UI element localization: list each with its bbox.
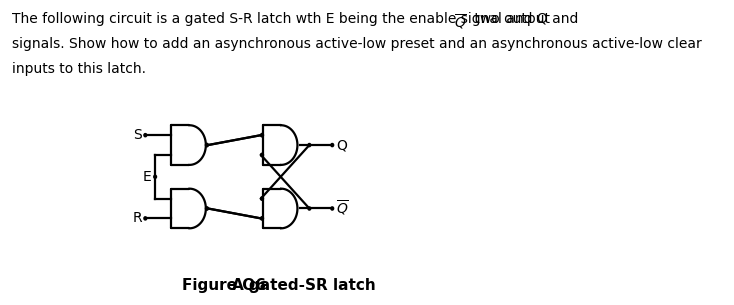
Circle shape	[145, 134, 146, 136]
Circle shape	[261, 134, 263, 136]
Circle shape	[308, 207, 310, 210]
Text: R: R	[132, 211, 142, 225]
Text: Figure Q6: Figure Q6	[182, 278, 266, 293]
Circle shape	[206, 207, 208, 210]
Circle shape	[261, 154, 263, 156]
Circle shape	[154, 176, 156, 178]
Text: S: S	[134, 128, 142, 142]
Text: Q: Q	[336, 138, 347, 152]
Text: A gated-SR latch: A gated-SR latch	[232, 278, 376, 293]
Text: E: E	[143, 170, 152, 184]
Text: signals. Show how to add an asynchronous active-low preset and an asynchronous a: signals. Show how to add an asynchronous…	[12, 37, 702, 51]
Text: $\overline{Q}$: $\overline{Q}$	[454, 12, 467, 32]
Circle shape	[206, 144, 208, 146]
Circle shape	[331, 144, 333, 146]
Circle shape	[331, 207, 333, 210]
Text: The following circuit is a gated S-R latch wth E being the enable signal and Q a: The following circuit is a gated S-R lat…	[12, 12, 583, 26]
Circle shape	[261, 197, 263, 200]
Circle shape	[308, 144, 310, 146]
Circle shape	[145, 217, 146, 220]
Text: inputs to this latch.: inputs to this latch.	[12, 62, 146, 76]
Circle shape	[261, 217, 263, 220]
Text: two output: two output	[470, 12, 550, 26]
Text: $\overline{Q}$: $\overline{Q}$	[336, 199, 349, 218]
